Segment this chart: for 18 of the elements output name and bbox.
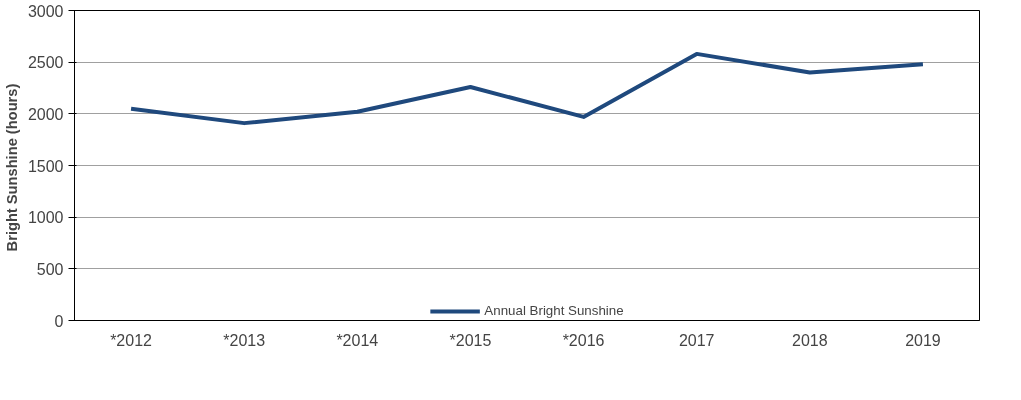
legend-label: Annual Bright Sunshine <box>484 303 624 318</box>
line-series <box>129 51 925 126</box>
y-tick-label: 1000 <box>27 209 64 227</box>
x-tick-label: 2019 <box>905 331 941 349</box>
x-tick-label: *2012 <box>110 331 153 349</box>
y-axis-title: Bright Sunshine (hours) <box>3 83 20 252</box>
x-tick-label: *2014 <box>336 331 379 349</box>
y-tick-label: 3000 <box>27 2 64 20</box>
x-tick-label: *2013 <box>223 331 266 349</box>
y-tick-label: 1500 <box>27 157 64 175</box>
y-tick-label: 2000 <box>27 105 64 123</box>
x-tick-label: 2018 <box>792 331 828 349</box>
y-tick-label: 500 <box>36 260 64 278</box>
x-tick-label: 2017 <box>678 331 715 349</box>
y-tick-label: 0 <box>54 312 64 330</box>
x-tick-label: *2015 <box>449 331 492 349</box>
x-tick-label: *2016 <box>562 331 605 349</box>
y-tick-label: 2500 <box>27 54 64 72</box>
